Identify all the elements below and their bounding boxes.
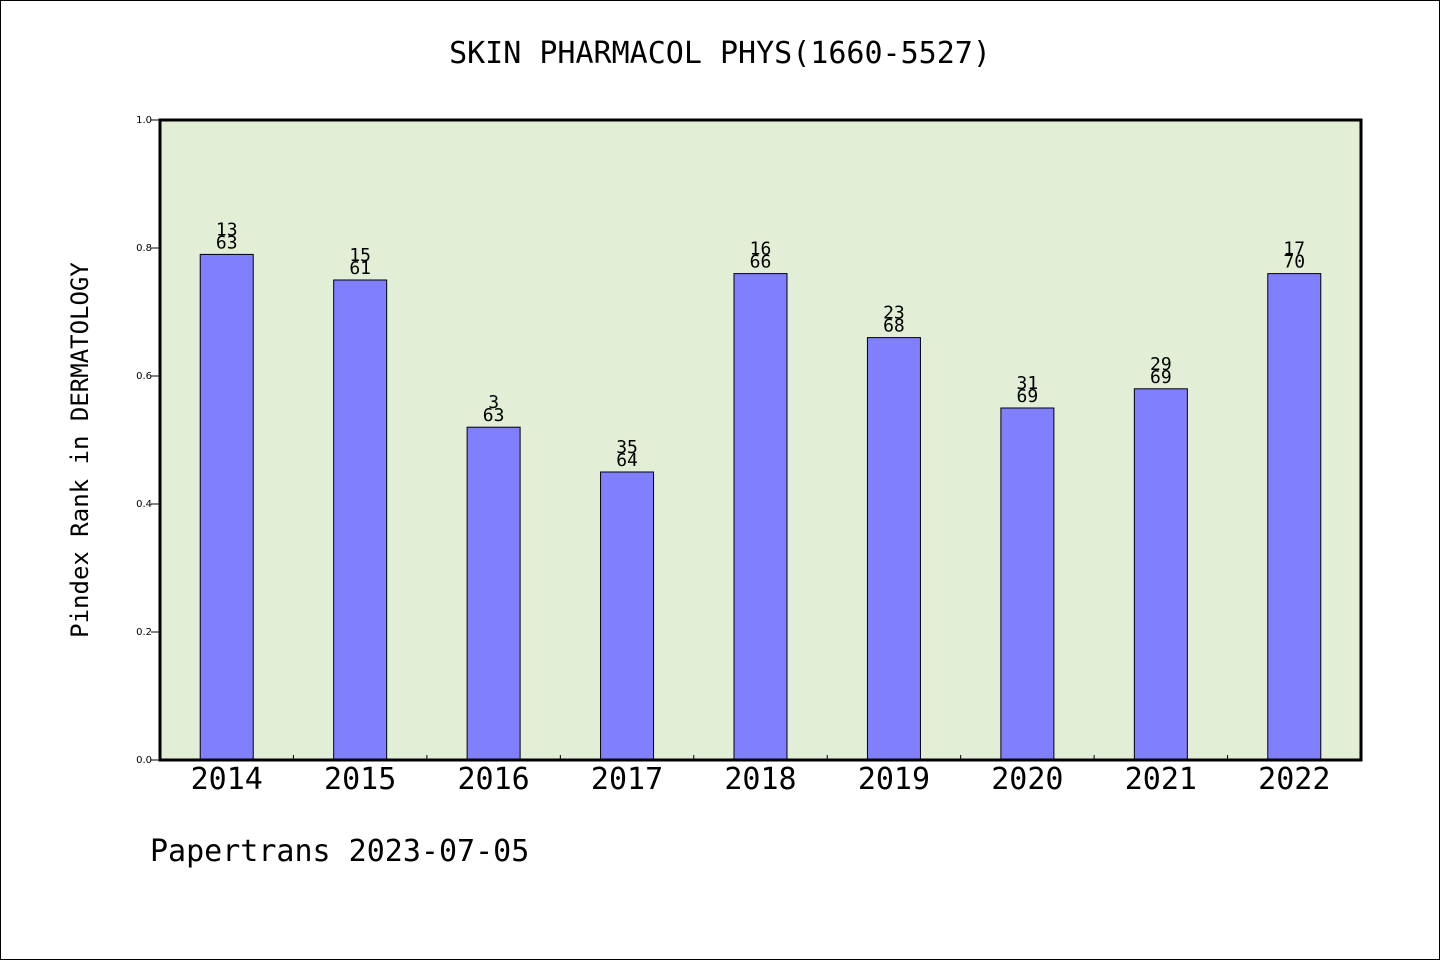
bar <box>466 426 521 761</box>
bar-label-top: 13 <box>216 219 238 240</box>
bar-label-bottom: 63 <box>216 232 238 253</box>
x-tick-label: 2015 <box>324 762 396 797</box>
y-tick-label: 0.4 <box>136 499 152 510</box>
bar-label-top: 29 <box>1150 354 1172 375</box>
bar <box>866 337 921 761</box>
footer-credit: Papertrans 2023-07-05 <box>150 834 530 869</box>
bar-label-bottom: 66 <box>750 252 772 273</box>
bar-label-top: 35 <box>616 437 638 458</box>
x-tick-label: 2021 <box>1125 762 1197 797</box>
bar-label-top: 16 <box>750 239 772 260</box>
plot-border <box>158 118 1363 762</box>
bar-label-top: 3 <box>488 392 499 413</box>
y-tick-label: 0.6 <box>136 371 152 382</box>
x-tick-label: 2019 <box>858 762 930 797</box>
bar-label-top: 17 <box>1283 239 1305 260</box>
bar <box>733 273 788 761</box>
x-ticks-group: 2014 2015 2016 2017 2018 2019 2020 2021 2022 <box>191 755 1330 797</box>
bar-label-bottom: 61 <box>349 258 371 279</box>
bar-label-bottom: 69 <box>1150 367 1172 388</box>
y-tick-label: 0.2 <box>136 627 152 638</box>
bar-label-bottom: 69 <box>1017 386 1039 407</box>
bar <box>333 279 388 761</box>
bar-label-bottom: 64 <box>616 450 638 471</box>
x-tick-label: 2020 <box>991 762 1063 797</box>
bar-label-top: 31 <box>1017 373 1039 394</box>
bar <box>600 471 655 761</box>
x-tick-label: 2018 <box>724 762 796 797</box>
bar <box>1267 273 1322 761</box>
y-tick-label: 1.0 <box>136 115 152 126</box>
y-tick-label: 0.0 <box>136 755 152 766</box>
chart-title: SKIN PHARMACOL PHYS(1660-5527) <box>449 36 991 71</box>
bar <box>1133 388 1188 761</box>
x-tick-label: 2022 <box>1258 762 1330 797</box>
bar-label-top: 23 <box>883 303 905 324</box>
bar-label-bottom: 70 <box>1283 252 1305 273</box>
bar-label-bottom: 63 <box>483 405 505 426</box>
bar-label-bottom: 68 <box>883 316 905 337</box>
x-tick-label: 2016 <box>457 762 529 797</box>
y-ticks-group: 0.0 0.2 0.4 0.6 0.8 1.0 <box>136 115 160 766</box>
bar <box>1000 407 1055 761</box>
x-tick-label: 2017 <box>591 762 663 797</box>
y-tick-label: 0.8 <box>136 243 152 254</box>
x-tick-label: 2014 <box>191 762 263 797</box>
bar-label-top: 15 <box>349 245 371 266</box>
bar <box>199 253 254 761</box>
